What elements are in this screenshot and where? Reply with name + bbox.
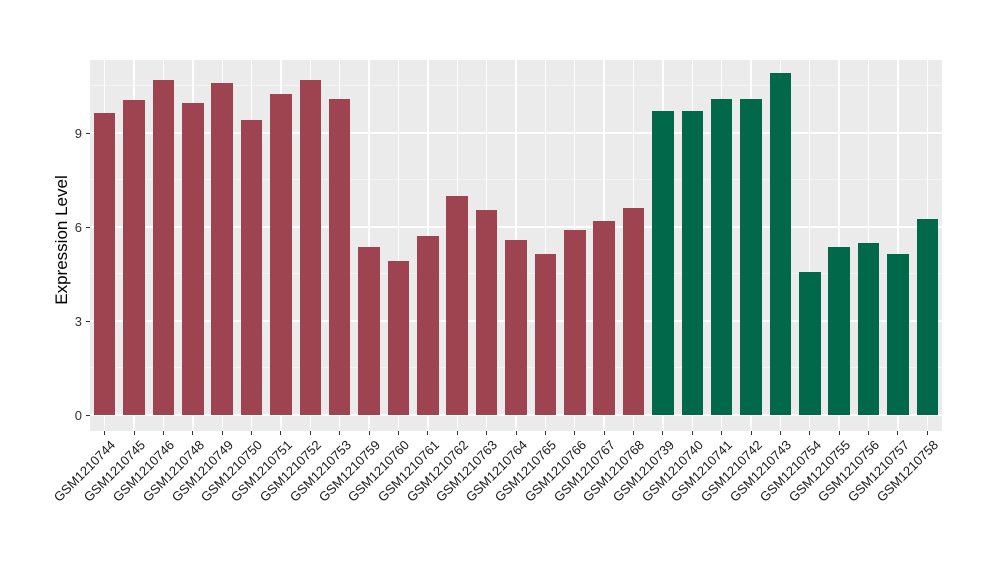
bar-GSM1210749 [211,82,233,415]
bar-GSM1210740 [681,111,704,415]
x-tick-mark [280,431,282,435]
x-tick-mark [779,431,781,435]
x-tick-mark [133,431,135,435]
y-tick-label: 6 [74,220,82,235]
x-tick-mark [456,431,458,435]
x-tick-mark [574,431,576,435]
x-tick-mark [486,431,488,435]
bar-GSM1210758 [916,219,939,415]
x-tick-mark [309,431,311,435]
bar-GSM1210751 [270,93,292,415]
bar-GSM1210745 [123,100,145,415]
v-gridline [397,60,400,431]
plot-panel [90,60,942,431]
v-gridline [368,60,370,431]
bar-GSM1210752 [299,79,322,415]
v-gridline [544,60,547,431]
x-tick-mark [397,431,399,435]
x-tick-mark [691,431,693,435]
bar-GSM1210759 [358,247,380,415]
x-tick-mark [251,431,253,435]
x-tick-mark [192,431,194,435]
bar-GSM1210766 [564,230,586,415]
bar-GSM1210765 [534,253,557,415]
x-tick-mark [809,431,811,435]
bar-GSM1210768 [622,208,645,415]
bar-GSM1210760 [387,261,410,415]
bar-GSM1210746 [152,79,175,415]
bar-GSM1210739 [652,111,674,415]
bar-GSM1210744 [93,112,116,415]
y-tick-label: 9 [74,126,82,141]
y-tick-mark [86,226,90,228]
x-tick-mark [868,431,870,435]
x-tick-mark [603,431,605,435]
y-axis-title: Expression Level [52,175,71,305]
y-tick-mark [86,320,90,322]
bar-GSM1210755 [828,247,850,415]
bar-GSM1210743 [769,73,792,415]
y-tick-label: 3 [74,314,82,329]
x-tick-mark [750,431,752,435]
bar-GSM1210750 [240,120,263,415]
x-tick-mark [221,431,223,435]
x-tick-mark [721,431,723,435]
x-tick-mark [104,431,106,435]
x-tick-mark [544,431,546,435]
bar-GSM1210761 [417,236,439,415]
v-gridline [809,60,811,431]
x-tick-mark [897,431,899,435]
v-gridline [838,60,840,431]
x-tick-mark [427,431,429,435]
y-tick-label: 0 [74,408,82,423]
v-gridline [897,60,899,431]
x-tick-mark [339,431,341,435]
x-tick-mark [162,431,164,435]
x-tick-mark [515,431,517,435]
x-tick-mark [838,431,840,435]
bar-GSM1210754 [799,272,821,415]
x-tick-mark [368,431,370,435]
bar-GSM1210741 [710,98,733,415]
bar-GSM1210757 [887,253,909,415]
bar-GSM1210756 [857,242,880,415]
bar-GSM1210767 [593,220,615,415]
bar-GSM1210753 [328,98,351,415]
bar-GSM1210764 [505,239,527,415]
bar-GSM1210742 [740,98,762,415]
y-tick-mark [86,132,90,134]
x-tick-mark [633,431,635,435]
x-tick-mark [662,431,664,435]
bar-GSM1210748 [182,103,204,415]
bar-GSM1210763 [475,209,498,415]
y-tick-mark [86,414,90,416]
x-tick-mark [926,431,928,435]
bar-GSM1210762 [446,195,468,415]
